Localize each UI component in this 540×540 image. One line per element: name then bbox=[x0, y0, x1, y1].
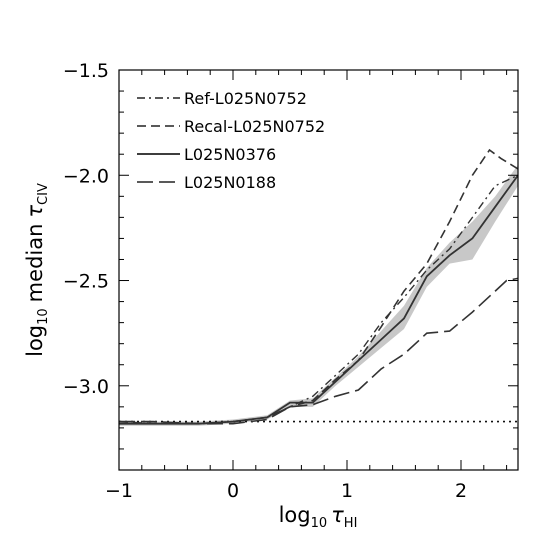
series-line-1 bbox=[118, 148, 519, 425]
x-axis-label-log: log bbox=[279, 503, 311, 527]
y-axis-label-log: log bbox=[23, 325, 47, 357]
x-axis-label: log10 τHI bbox=[279, 503, 358, 531]
legend: Ref-L025N0752 Recal-L025N0752 L025N0376 L02… bbox=[137, 89, 325, 192]
x-tick-label-3: 2 bbox=[455, 480, 467, 502]
y-axis-label-sub2: CIV bbox=[36, 183, 51, 205]
x-tick-label-2: 1 bbox=[341, 480, 353, 502]
x-axis-label-sub1: 10 bbox=[311, 516, 328, 531]
legend-label-1: Recal-L025N0752 bbox=[184, 117, 325, 136]
y-tick-label-1: −2.5 bbox=[63, 271, 109, 293]
y-axis-label-sub1: 10 bbox=[36, 308, 51, 325]
series-band-2 bbox=[119, 164, 518, 426]
legend-label-3: L025N0188 bbox=[184, 173, 276, 192]
tick-layer: −1 0 1 2 −3.0 −2.5 −2.0 −1.5 bbox=[63, 60, 518, 502]
x-tick-label-0: −1 bbox=[105, 480, 133, 502]
y-tick-label-2: −2.0 bbox=[63, 165, 109, 187]
legend-label-2: L025N0376 bbox=[184, 145, 276, 164]
band-layer bbox=[119, 164, 518, 426]
series-line-0 bbox=[119, 174, 519, 425]
legend-label-0: Ref-L025N0752 bbox=[184, 89, 307, 108]
y-tick-label-0: −3.0 bbox=[63, 376, 109, 398]
x-axis-label-sub2: HI bbox=[344, 516, 358, 531]
y-axis-label-tau: τ bbox=[23, 205, 47, 218]
series-layer bbox=[118, 148, 519, 425]
y-axis-label-median: median bbox=[23, 224, 47, 303]
y-axis-label: log10 median τCIV bbox=[23, 183, 51, 357]
plot-frame bbox=[118, 69, 519, 471]
y-tick-label-3: −1.5 bbox=[63, 60, 109, 82]
x-axis-label-tau: τ bbox=[331, 503, 344, 527]
x-tick-label-1: 0 bbox=[227, 480, 239, 502]
series-line-3 bbox=[119, 277, 519, 425]
series-line-2 bbox=[119, 174, 519, 425]
